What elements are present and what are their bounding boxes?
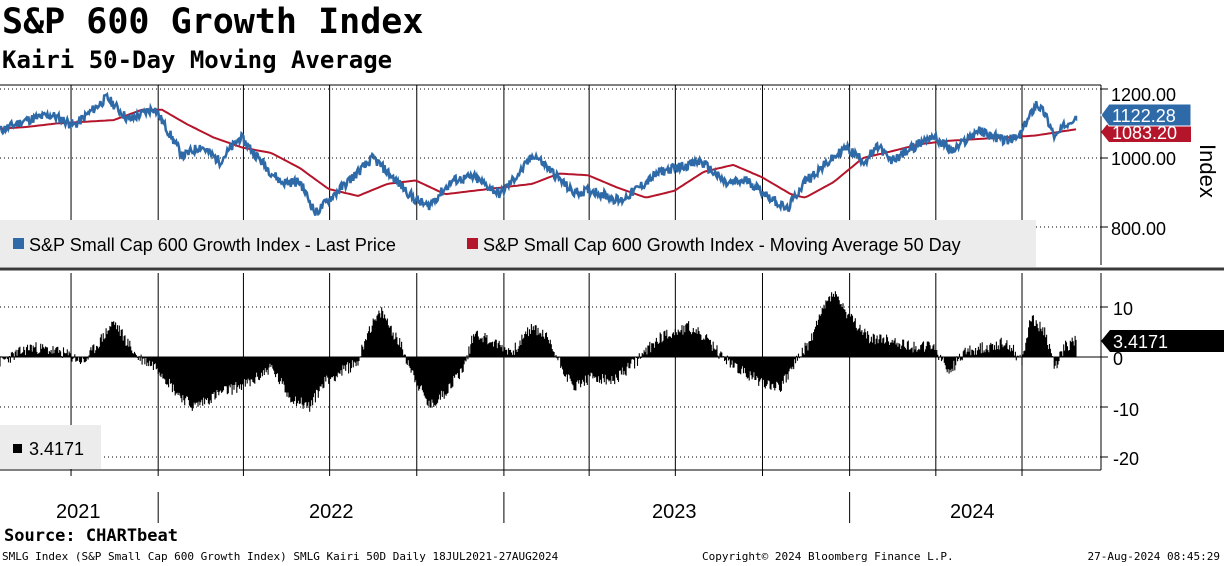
kairi-ytick-label-minus10: -10 [1113, 400, 1139, 420]
legend-label-price: S&P Small Cap 600 Growth Index - Last Pr… [29, 235, 396, 255]
kairi-last-value-label: 3.4171 [1113, 332, 1168, 352]
price-panel-series [0, 91, 1078, 217]
footer-copyright: Copyright© 2024 Bloomberg Finance L.P. [702, 550, 954, 563]
kairi-ytick-label-minus20: -20 [1113, 449, 1139, 469]
price-line [0, 91, 1078, 217]
x-label-2022: 2022 [309, 501, 354, 523]
x-label-2023: 2023 [652, 501, 697, 523]
chart-subtitle: Kairi 50-Day Moving Average [2, 46, 393, 74]
price-last-value-tag [1100, 103, 1192, 127]
price-legend-box [0, 220, 1036, 267]
ma-last-value-label: 1083.20 [1112, 123, 1177, 143]
kairi-last-value-tag [1101, 330, 1224, 352]
price-ytick-label-1000: 1000.00 [1111, 149, 1176, 169]
legend-swatch-price [13, 238, 24, 249]
footer-info: SMLG Index (S&P Small Cap 600 Growth Ind… [2, 550, 559, 563]
x-label-2021: 2021 [56, 501, 101, 523]
price-ytick-label-1200: 1200.00 [1111, 85, 1176, 105]
kairi-bars [0, 291, 1077, 412]
kairi-ytick-label-10: 10 [1113, 299, 1133, 319]
legend-swatch-kairi [13, 444, 22, 453]
chart-svg: S&P Small Cap 600 Growth Index - Last Pr… [0, 84, 1224, 523]
grid-lines [0, 85, 1108, 523]
legend-label-kairi: 3.4171 [29, 439, 84, 459]
ma-line [0, 108, 1077, 199]
legend-swatch-ma [467, 238, 478, 249]
price-axis-title: Index [1195, 144, 1220, 198]
kairi-ytick-label-0: 0 [1113, 349, 1123, 369]
x-label-2024: 2024 [950, 501, 995, 523]
kairi-bar-series [0, 291, 1077, 412]
price-last-value-label: 1122.28 [1112, 106, 1176, 126]
footer-timestamp: 27-Aug-2024 08:45:29 [1087, 550, 1220, 563]
legend-label-ma: S&P Small Cap 600 Growth Index - Moving … [483, 235, 961, 255]
ma-last-value-tag [1101, 122, 1191, 142]
chart-title: S&P 600 Growth Index [2, 2, 424, 42]
price-ytick-label-800: 800.00 [1111, 219, 1166, 239]
source-note: Source: CHARTbeat [4, 526, 178, 546]
